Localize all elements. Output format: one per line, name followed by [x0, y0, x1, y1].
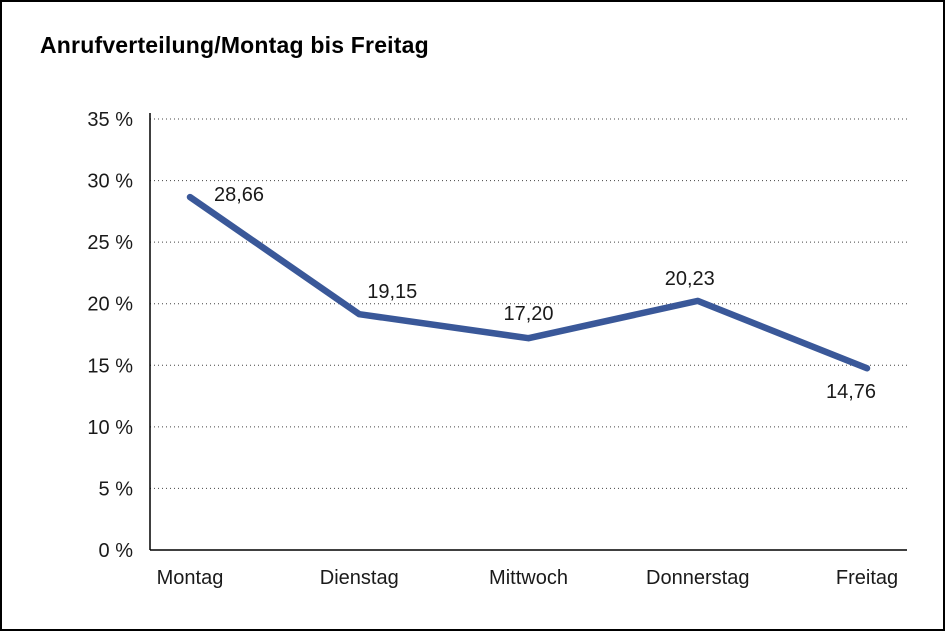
- data-label: 19,15: [367, 281, 417, 303]
- chart-title: Anrufverteilung/Montag bis Freitag: [40, 32, 429, 58]
- data-line: [186, 193, 871, 372]
- y-tick-label: 10 %: [87, 417, 133, 439]
- x-axis-label: Donnerstag: [646, 567, 749, 589]
- y-tick-label: 25 %: [87, 232, 133, 254]
- y-tick-label: 0 %: [99, 540, 134, 562]
- x-axis-label: Dienstag: [320, 567, 399, 589]
- x-axis-label: Mittwoch: [489, 567, 568, 589]
- data-label: 20,23: [665, 268, 715, 290]
- data-label: 28,66: [214, 184, 264, 206]
- y-tick-label: 35 %: [87, 109, 133, 131]
- y-tick-label: 20 %: [87, 294, 133, 316]
- data-label: 17,20: [503, 303, 553, 325]
- y-tick-label: 5 %: [99, 478, 134, 500]
- data-label: 14,76: [826, 381, 876, 403]
- x-axis-label: Montag: [157, 567, 224, 589]
- x-axis-label: Freitag: [836, 567, 898, 589]
- y-tick-label: 15 %: [87, 355, 133, 377]
- y-tick-label: 30 %: [87, 171, 133, 193]
